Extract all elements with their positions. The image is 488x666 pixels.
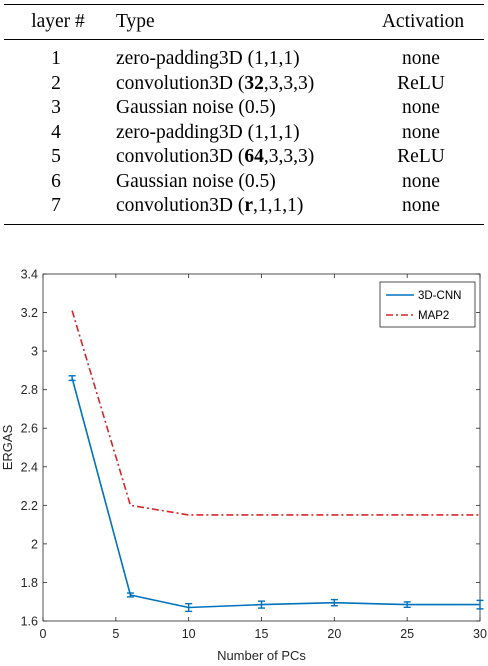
header-activation: Activation: [381, 11, 465, 32]
legend-box: [379, 281, 476, 328]
ergas-chart: 0 5 10 15 20 25 30 1.6 1.8 2 2.2 2.4 2.6 2.8 3 3.2 3.4 3…: [0, 255, 488, 666]
y-tick-label: 1.8: [21, 576, 38, 590]
cell-layer: 5: [51, 146, 61, 167]
table-row: 5 convolution3D (64,3,3,3) ReLU: [4, 144, 484, 169]
x-tick-label: 15: [255, 627, 269, 641]
cell-layer: 2: [51, 72, 61, 94]
cell-layer: 6: [51, 170, 61, 192]
y-tick-label: 3: [31, 345, 38, 359]
table-row: 7 convolution3D (r,1,1,1) none: [4, 193, 484, 218]
y-axis-label: ERGAS: [0, 424, 15, 470]
y-tick-label: 2.6: [21, 422, 38, 436]
y-tick-label: 2.2: [21, 499, 38, 513]
cell-type: Gaussian noise (0.5): [116, 97, 276, 118]
cell-activation: ReLU: [397, 146, 445, 167]
header-layer: layer #: [31, 11, 85, 32]
cell-type: convolution3D (64,3,3,3): [116, 146, 315, 167]
legend: 3D-CNN MAP2: [379, 281, 476, 328]
table-header: layer # Type Activation: [4, 5, 484, 40]
x-tick-label: 25: [400, 627, 414, 641]
x-tick-label: 5: [112, 627, 119, 641]
cell-activation: none: [402, 97, 440, 118]
axes: 0 5 10 15 20 25 30 1.6 1.8 2 2.2 2.4 2.6 2.8 3 3.2 3.4: [21, 268, 487, 642]
cell-type: convolution3D (32,3,3,3): [116, 72, 315, 94]
table-row: 1 zero-padding3D (1,1,1) none: [4, 46, 484, 71]
table-row: 2 convolution3D (32,3,3,3) ReLU: [4, 71, 484, 96]
y-tick-label: 2.8: [21, 383, 38, 397]
cell-type: convolution3D (r,1,1,1): [116, 195, 304, 216]
y-tick-label: 1.6: [21, 615, 38, 629]
chart-svg: 0 5 10 15 20 25 30 1.6 1.8 2 2.2 2.4 2.6 2.8 3 3.2 3.4 3…: [0, 268, 487, 664]
y-tick-label: 3.4: [21, 268, 38, 282]
x-tick-label: 10: [182, 627, 196, 641]
cell-type: zero-padding3D (1,1,1): [116, 121, 300, 143]
series-line-map2: [71, 310, 480, 516]
table-row: 6 Gaussian noise (0.5) none: [4, 169, 484, 194]
cell-activation: ReLU: [397, 72, 445, 94]
table-body: 1 zero-padding3D (1,1,1) none 2 convolut…: [4, 40, 484, 224]
legend-label: 3D-CNN: [418, 290, 461, 302]
cell-layer: 3: [51, 97, 61, 118]
table-row: 4 zero-padding3D (1,1,1) none: [4, 120, 484, 145]
cell-layer: 4: [51, 121, 61, 143]
cell-layer: 1: [51, 48, 61, 69]
y-tick-label: 2: [31, 537, 38, 551]
cell-type: Gaussian noise (0.5): [116, 170, 276, 192]
cell-activation: none: [402, 121, 440, 143]
cell-activation: none: [402, 170, 440, 192]
y-tick-label: 2.4: [21, 460, 38, 474]
cell-activation: none: [402, 48, 440, 69]
series-line-3d-cnn: [71, 377, 480, 609]
x-tick-label: 20: [327, 627, 341, 641]
cell-activation: none: [402, 195, 440, 216]
x-tick-label: 0: [40, 627, 47, 641]
y-tick-label: 3.2: [21, 306, 38, 320]
legend-label: MAP2: [418, 310, 449, 322]
header-type: Type: [116, 11, 155, 32]
x-axis-label: Number of PCs: [217, 648, 306, 663]
plot-area: [68, 310, 484, 613]
x-tick-label: 30: [473, 627, 487, 641]
cell-layer: 7: [51, 195, 61, 216]
layers-table: layer # Type Activation 1 zero-padding3D…: [4, 4, 484, 225]
cell-type: zero-padding3D (1,1,1): [116, 48, 300, 69]
table-row: 3 Gaussian noise (0.5) none: [4, 95, 484, 120]
